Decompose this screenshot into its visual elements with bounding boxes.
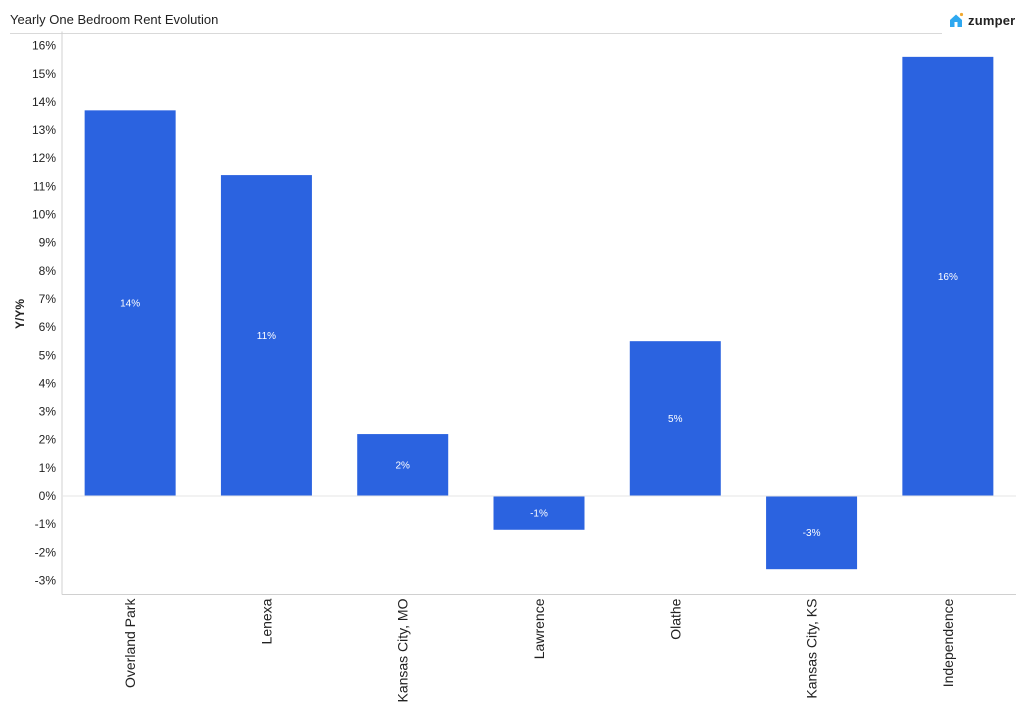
y-tick-label: 15% xyxy=(32,67,56,81)
x-tick-label: Lawrence xyxy=(531,598,547,659)
y-axis-title: Y/Y% xyxy=(13,299,27,329)
bar-data-label: 11% xyxy=(257,331,276,342)
y-tick-label: 5% xyxy=(39,348,57,362)
chart-title: Yearly One Bedroom Rent Evolution xyxy=(10,12,219,27)
y-tick-label: 8% xyxy=(39,264,57,278)
y-tick-label: 0% xyxy=(39,489,57,503)
y-tick-label: -3% xyxy=(35,573,57,587)
bar xyxy=(357,434,449,496)
x-tick-label: Lenexa xyxy=(258,598,274,644)
bar-data-label: -3% xyxy=(803,528,821,539)
x-tick-label: Overland Park xyxy=(122,598,138,688)
y-tick-label: 1% xyxy=(39,461,57,475)
bar-data-label: 14% xyxy=(120,299,140,310)
y-tick-label: 12% xyxy=(32,151,56,165)
y-tick-label: 14% xyxy=(32,95,56,109)
y-tick-label: 16% xyxy=(32,39,56,53)
bar xyxy=(902,56,994,497)
bar xyxy=(84,110,176,496)
bar-data-label: 2% xyxy=(395,461,410,472)
y-tick-label: 7% xyxy=(39,292,57,306)
house-icon xyxy=(950,12,964,27)
y-tick-label: 9% xyxy=(39,236,57,250)
title-divider xyxy=(10,33,942,34)
bar xyxy=(493,496,585,530)
bar xyxy=(766,496,858,570)
bar-data-label: -1% xyxy=(530,508,548,519)
x-tick-label: Olathe xyxy=(667,598,683,639)
y-tick-label: 4% xyxy=(39,376,57,390)
x-tick-label: Kansas City, KS xyxy=(804,599,820,699)
x-tick-label: Independence xyxy=(940,598,956,687)
y-tick-label: 2% xyxy=(39,433,57,447)
bar xyxy=(629,341,721,496)
x-tick-label: Kansas City, MO xyxy=(395,598,411,702)
bar-data-label: 5% xyxy=(668,414,683,425)
y-tick-label: -2% xyxy=(35,545,57,559)
brand-logo: zumper xyxy=(948,12,1015,28)
bar xyxy=(220,175,312,496)
y-tick-label: 6% xyxy=(39,320,57,334)
y-tick-label: -1% xyxy=(35,517,57,531)
y-tick-label: 10% xyxy=(32,208,56,222)
y-tick-label: 13% xyxy=(32,123,56,137)
y-tick-label: 3% xyxy=(39,405,57,419)
brand-name: zumper xyxy=(968,12,1016,28)
bar-data-label: 16% xyxy=(938,272,958,283)
y-tick-label: 11% xyxy=(33,179,56,193)
